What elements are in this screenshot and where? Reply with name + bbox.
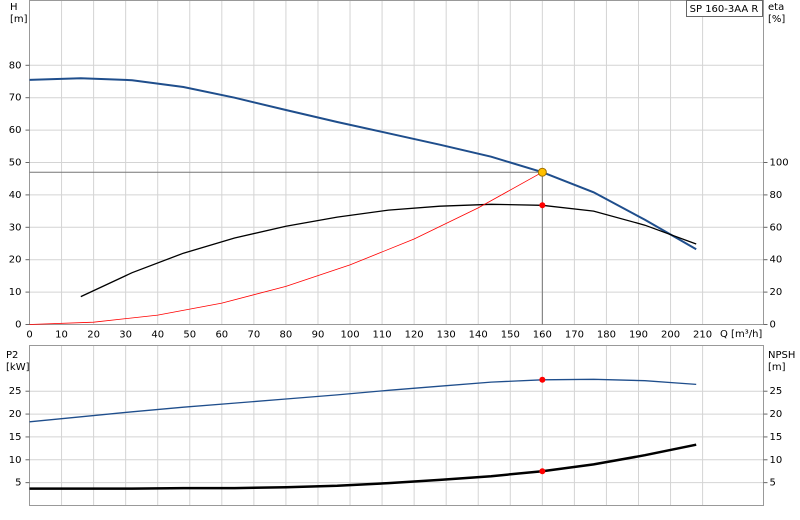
y2-tick-label: 20 [770, 287, 783, 298]
y-unit: [kW] [6, 362, 30, 373]
curve [29, 443, 697, 490]
curve [29, 378, 697, 423]
x-tick-label: 70 [247, 330, 260, 341]
operating-point [539, 468, 546, 475]
x-tick-label: 210 [693, 330, 712, 341]
curve [29, 171, 543, 325]
x-tick-label: 150 [501, 330, 520, 341]
y2-unit: [m] [768, 362, 786, 373]
y2-tick-label: 25 [770, 386, 783, 397]
x-tick-label: 0 [26, 330, 32, 341]
y-tick-label: 10 [9, 455, 22, 466]
y2-tick-label: 80 [770, 190, 783, 201]
x-tick-label: 30 [119, 330, 132, 341]
y2-tick-label: 20 [770, 409, 783, 420]
curve [80, 203, 697, 298]
x-tick-label: 60 [215, 330, 228, 341]
y2-tick-label: 5 [770, 478, 776, 489]
y2-tick-label: 40 [770, 255, 783, 266]
y-tick-label: 60 [9, 125, 22, 136]
y-unit: [m] [10, 14, 28, 25]
operating-point [539, 376, 546, 383]
y-tick-label: 20 [9, 255, 22, 266]
y-label: H [10, 2, 18, 13]
y2-label: NPSH [768, 350, 795, 361]
x-tick-label: 200 [661, 330, 680, 341]
y2-tick-label: 15 [770, 432, 783, 443]
x-tick-label: 110 [373, 330, 392, 341]
y-tick-label: 5 [15, 478, 21, 489]
x-label: Q [m³/h] [720, 329, 762, 340]
label-box [686, 0, 763, 17]
y2-tick-label: 10 [770, 455, 783, 466]
operating-point [537, 167, 547, 177]
y2-tick-label: 100 [770, 158, 789, 169]
x-tick-label: 140 [469, 330, 488, 341]
y-tick-label: 70 [9, 93, 22, 104]
x-tick-label: 10 [55, 330, 68, 341]
curve [29, 77, 697, 251]
y-label: P2 [6, 350, 18, 361]
y-tick-label: 0 [15, 320, 21, 331]
y-tick-label: 20 [9, 409, 22, 420]
y-tick-label: 80 [9, 60, 22, 71]
x-tick-label: 190 [629, 330, 648, 341]
y-tick-label: 40 [9, 190, 22, 201]
pump-label: SP 160-3AA R [690, 4, 759, 15]
y2-tick-label: 0 [770, 320, 776, 331]
y-tick-label: 10 [9, 287, 22, 298]
y-tick-label: 15 [9, 432, 22, 443]
x-tick-label: 20 [87, 330, 100, 341]
operating-point [539, 202, 546, 209]
y2-tick-label: 60 [770, 222, 783, 233]
y-tick-label: 50 [9, 158, 22, 169]
y2-label: eta [768, 2, 784, 13]
x-tick-label: 50 [183, 330, 196, 341]
y-tick-label: 25 [9, 386, 22, 397]
y-tick-label: 30 [9, 222, 22, 233]
x-tick-label: 160 [533, 330, 552, 341]
x-tick-label: 80 [280, 330, 293, 341]
x-tick-label: 40 [151, 330, 164, 341]
x-tick-label: 170 [565, 330, 584, 341]
x-tick-label: 180 [597, 330, 616, 341]
x-tick-label: 120 [405, 330, 424, 341]
x-tick-label: 100 [340, 330, 359, 341]
x-tick-label: 90 [312, 330, 325, 341]
bottom-frame [29, 345, 764, 506]
x-tick-label: 130 [437, 330, 456, 341]
y2-unit: [%] [768, 14, 785, 25]
